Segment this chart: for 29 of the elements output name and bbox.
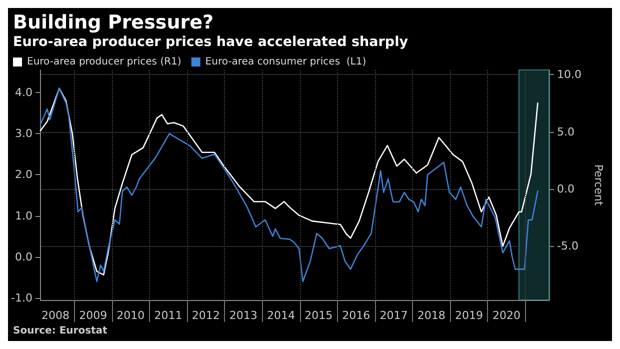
x-tick-label: 2018	[417, 309, 446, 322]
y-tick-label: 1.0	[14, 209, 32, 222]
x-tick-label: 2010	[116, 309, 145, 322]
x-tick-label: 2008	[41, 309, 70, 322]
legend-label: Euro-area consumer prices (L1)	[205, 56, 366, 68]
x-tick-label: 2016	[342, 309, 370, 322]
y-tick-label: 3.0	[14, 127, 32, 140]
x-tick-label: 2015	[304, 309, 333, 322]
chart-title: Building Pressure?	[13, 12, 214, 34]
y2-tick-label: 5.0	[557, 125, 574, 138]
y-tick-label: 2.0	[14, 168, 32, 182]
chart-subtitle: Euro-area producer prices have accelerated sharply	[13, 34, 408, 50]
source-note: Source: Eurostat	[13, 326, 108, 336]
x-tick-label: 2017	[380, 309, 408, 322]
x-tick-label: 2012	[192, 309, 220, 322]
legend-label: Euro-area producer prices (R1)	[27, 56, 182, 68]
x-tick-label: 2020	[492, 309, 521, 322]
x-tick-label: 2014	[267, 309, 296, 322]
y-tick-label: -1.0	[10, 291, 32, 304]
y-tick-label: 4.0	[14, 86, 32, 100]
y2-axis-title: Percent	[592, 164, 605, 206]
x-tick-label: 2011	[154, 309, 182, 322]
y2-tick-label: 10.0	[557, 68, 582, 82]
x-tick-label: 2013	[229, 309, 258, 322]
y2-tick-label: 0.0	[557, 182, 574, 196]
x-tick-label: 2009	[79, 309, 108, 322]
y-tick-label: 0.0	[14, 250, 32, 264]
x-tick-label: 2019	[454, 309, 483, 322]
y2-tick-label: -5.0	[557, 240, 578, 253]
